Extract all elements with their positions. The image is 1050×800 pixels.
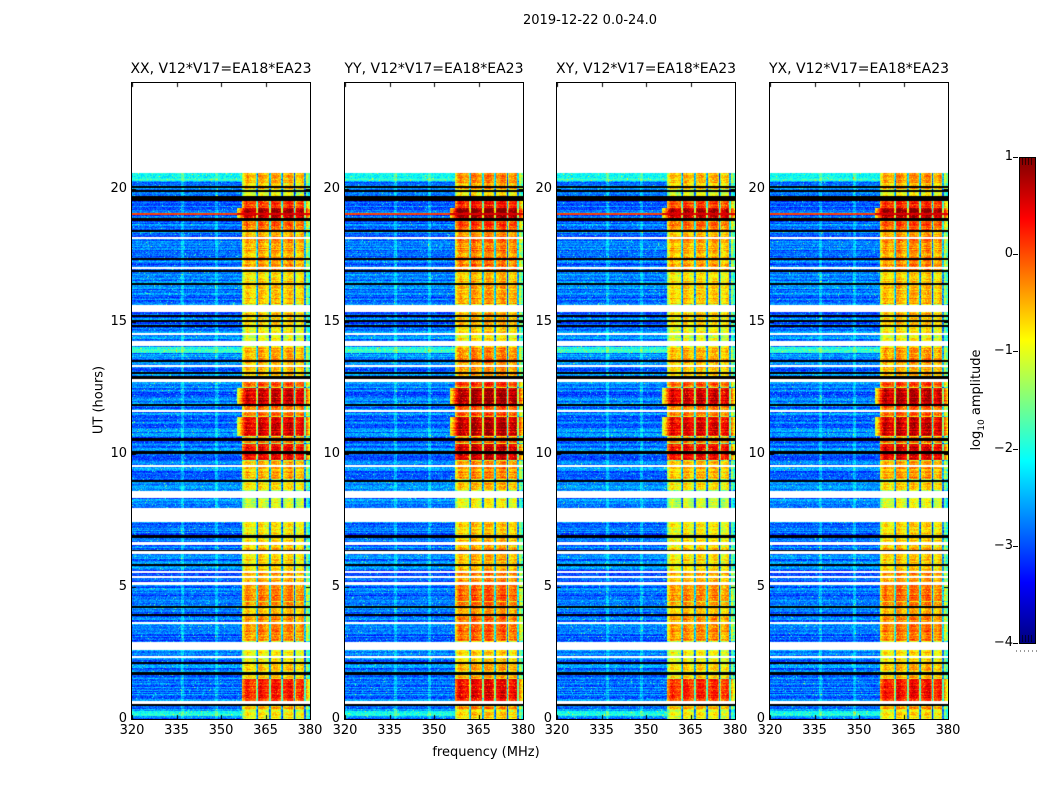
spectrogram-canvas-yx	[770, 83, 948, 719]
x-tick-label: 380	[510, 723, 536, 738]
spectrogram-canvas-xx	[132, 83, 310, 719]
x-tick-label: 335	[589, 723, 614, 738]
figure-title: 2019-12-22 0.0-24.0	[523, 13, 657, 28]
colorbar-minor-ticks-bottom	[1022, 635, 1033, 642]
colorbar-minor-ticks-top	[1022, 158, 1033, 165]
spectrogram-canvas-yy	[345, 83, 523, 719]
panel-title-yy: YY, V12*V17=EA18*EA23	[344, 61, 524, 77]
y-tick-label: 5	[331, 578, 340, 594]
x-axis-label: frequency (MHz)	[432, 745, 540, 760]
y-tick-label: 0	[543, 711, 552, 726]
x-tick-label: 380	[935, 723, 961, 738]
x-tick-label: 365	[466, 723, 491, 738]
colorbar-tick-mark	[1013, 546, 1018, 547]
colorbar-dotted-line	[1016, 650, 1038, 652]
x-tick-label: 365	[253, 723, 278, 738]
colorbar-tick-label: 1	[1004, 149, 1013, 164]
colorbar	[1019, 157, 1036, 644]
x-tick-label: 320	[332, 723, 358, 738]
x-tick-label: 350	[633, 723, 659, 738]
y-tick-label: 5	[756, 578, 765, 594]
x-tick-label: 365	[891, 723, 916, 738]
colorbar-tick-label: −3	[993, 537, 1013, 553]
x-tick-label: 365	[678, 723, 703, 738]
colorbar-label: log10 amplitude	[969, 349, 987, 451]
x-tick-label: 350	[846, 723, 872, 738]
x-tick-label: 380	[722, 723, 748, 738]
colorbar-tick-label: −4	[993, 635, 1013, 650]
colorbar-tick-mark	[1013, 157, 1018, 158]
x-tick-label: 380	[297, 723, 323, 738]
panel-title-xx: XX, V12*V17=EA18*EA23	[130, 61, 312, 77]
y-tick-label: 15	[535, 313, 552, 329]
colorbar-tick-label: −2	[993, 440, 1013, 456]
y-tick-label: 0	[118, 711, 127, 726]
colorbar-tick-label: 0	[1004, 246, 1013, 262]
x-tick-label: 335	[802, 723, 827, 738]
y-tick-label: 5	[118, 578, 127, 594]
x-tick-label: 320	[544, 723, 570, 738]
colorbar-tick-mark	[1013, 351, 1018, 352]
panel-yy	[344, 82, 524, 720]
x-tick-label: 335	[164, 723, 189, 738]
panel-yx	[769, 82, 949, 720]
y-tick-label: 20	[748, 181, 765, 196]
y-tick-label: 10	[748, 446, 765, 461]
panel-xx	[131, 82, 311, 720]
x-tick-label: 350	[421, 723, 447, 738]
y-tick-label: 10	[110, 446, 127, 461]
x-tick-label: 350	[208, 723, 234, 738]
y-tick-label: 10	[323, 446, 340, 461]
colorbar-tick-mark	[1013, 449, 1018, 450]
y-tick-label: 0	[756, 711, 765, 726]
x-tick-label: 335	[377, 723, 402, 738]
colorbar-tick-mark	[1013, 643, 1018, 644]
y-axis-label: UT (hours)	[91, 365, 107, 435]
spectrogram-canvas-xy	[557, 83, 735, 719]
y-tick-label: 10	[535, 446, 552, 461]
panel-title-xy: XY, V12*V17=EA18*EA23	[555, 61, 737, 77]
y-tick-label: 5	[543, 578, 552, 594]
x-tick-label: 320	[119, 723, 145, 738]
panel-title-yx: YX, V12*V17=EA18*EA23	[768, 61, 950, 77]
y-tick-label: 15	[110, 313, 127, 329]
colorbar-tick-label: −1	[993, 343, 1013, 359]
y-tick-label: 20	[535, 181, 552, 196]
y-tick-label: 15	[748, 313, 765, 329]
y-tick-label: 15	[323, 313, 340, 329]
panel-xy	[556, 82, 736, 720]
y-tick-label: 20	[110, 181, 127, 196]
y-tick-label: 0	[331, 711, 340, 726]
y-tick-label: 20	[323, 181, 340, 196]
x-tick-label: 320	[757, 723, 783, 738]
colorbar-tick-mark	[1013, 254, 1018, 255]
